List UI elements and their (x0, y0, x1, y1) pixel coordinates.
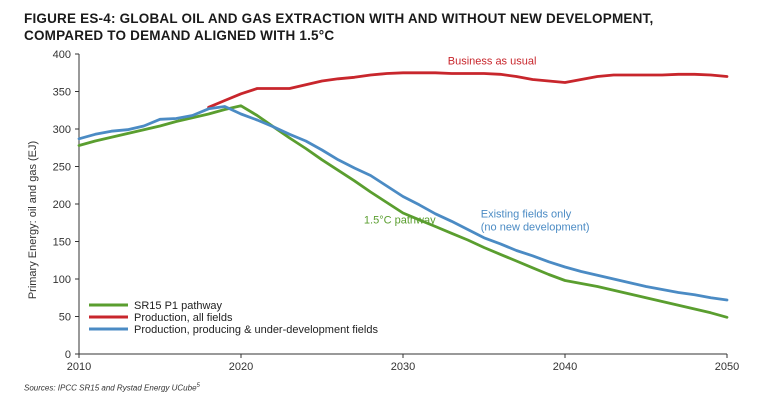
y-tick-label: 0 (65, 349, 71, 361)
x-axis-ticks: 2010 2020 2030 2040 2050 (67, 354, 739, 373)
y-tick-label: 200 (53, 199, 71, 211)
legend-label-sr15: SR15 P1 pathway (134, 300, 223, 312)
x-tick-label: 2040 (553, 361, 577, 373)
annotation-existing-fields: Existing fields only (481, 209, 572, 221)
y-tick-label: 250 (53, 162, 71, 174)
legend-label-all-fields: Production, all fields (134, 312, 233, 324)
x-tick-label: 2010 (67, 361, 91, 373)
annotation-1-5c-pathway: 1.5°C pathway (364, 215, 436, 227)
source-footnote-marker: 5 (196, 383, 200, 389)
y-tick-label: 300 (53, 124, 71, 136)
y-tick-label: 350 (53, 87, 71, 99)
y-tick-label: 400 (53, 49, 71, 61)
x-tick-label: 2030 (391, 361, 415, 373)
x-tick-label: 2050 (715, 361, 739, 373)
chart-legend: SR15 P1 pathway Production, all fields P… (89, 300, 378, 336)
y-axis-title: Primary Energy: oil and gas (EJ) (27, 141, 39, 299)
figure-title: FIGURE ES-4: GLOBAL OIL AND GAS EXTRACTI… (24, 10, 754, 44)
series-line-existing-fields (77, 105, 729, 302)
chart-series (77, 71, 729, 319)
source-note: Sources: IPCC SR15 and Rystad Energy UCu… (24, 383, 200, 393)
figure-title-line-2: COMPARED TO DEMAND ALIGNED WITH 1.5°C (24, 28, 335, 43)
y-axis-ticks: 0 50 100 150 200 250 300 350 400 (53, 49, 79, 361)
annotation-no-new-development: (no new development) (481, 221, 590, 233)
series-line-sr15-p1 (77, 104, 729, 319)
y-tick-label: 50 (59, 312, 71, 324)
x-tick-label: 2020 (229, 361, 253, 373)
series-line-all-fields (207, 71, 729, 109)
figure-title-line-1: FIGURE ES-4: GLOBAL OIL AND GAS EXTRACTI… (24, 11, 654, 26)
y-tick-label: 100 (53, 274, 71, 286)
legend-label-existing-fields: Production, producing & under-developmen… (134, 324, 378, 336)
annotation-business-as-usual: Business as usual (448, 56, 537, 68)
source-text: Sources: IPCC SR15 and Rystad Energy UCu… (24, 383, 197, 393)
y-tick-label: 150 (53, 237, 71, 249)
